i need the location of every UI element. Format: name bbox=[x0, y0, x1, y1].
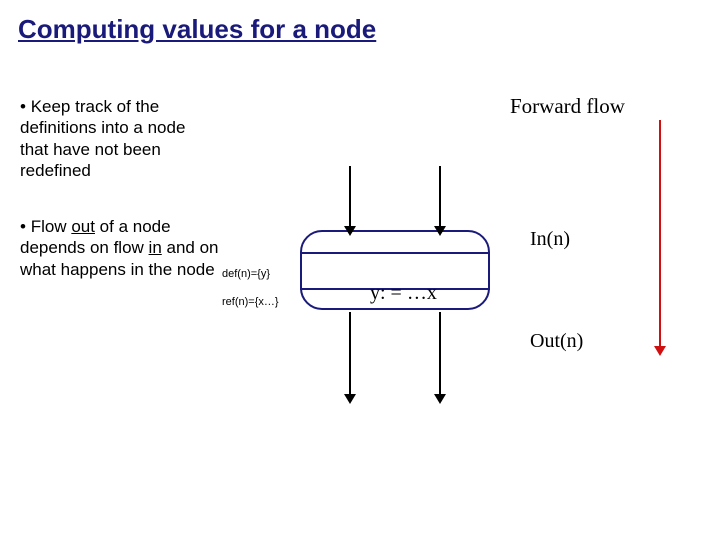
node-bar-top bbox=[300, 252, 490, 254]
bullet-2: • Flow out of a node depends on flow in … bbox=[20, 216, 220, 280]
underline-out: out bbox=[71, 217, 95, 236]
bullet-1-dot: • bbox=[20, 97, 31, 116]
def-annotation: def(n)={y} bbox=[222, 268, 270, 280]
arrow-black-3-shaft bbox=[439, 312, 441, 396]
forward-flow-label: Forward flow bbox=[510, 94, 625, 119]
arrow-black-2-head bbox=[344, 394, 356, 404]
in-label: In(n) bbox=[530, 228, 570, 251]
arrow-black-0-head bbox=[344, 226, 356, 236]
arrow-black-2-shaft bbox=[349, 312, 351, 396]
bullet-2-text: Flow out of a node depends on flow in an… bbox=[20, 217, 219, 279]
bullet-1: • Keep track of the definitions into a n… bbox=[20, 96, 210, 181]
node-text: y: = …x bbox=[370, 282, 437, 305]
arrow-red-shaft bbox=[659, 120, 661, 348]
underline-in: in bbox=[149, 238, 162, 257]
arrow-black-0-shaft bbox=[349, 166, 351, 228]
arrow-red-head bbox=[654, 346, 666, 356]
bullet-1-text: Keep track of the definitions into a nod… bbox=[20, 97, 185, 180]
ref-annotation: ref(n)={x…} bbox=[222, 296, 279, 308]
slide-title: Computing values for a node bbox=[18, 14, 376, 45]
arrow-black-3-head bbox=[434, 394, 446, 404]
bullet-2-dot: • bbox=[20, 217, 31, 236]
arrow-black-1-shaft bbox=[439, 166, 441, 228]
arrow-black-1-head bbox=[434, 226, 446, 236]
out-label: Out(n) bbox=[530, 330, 583, 353]
